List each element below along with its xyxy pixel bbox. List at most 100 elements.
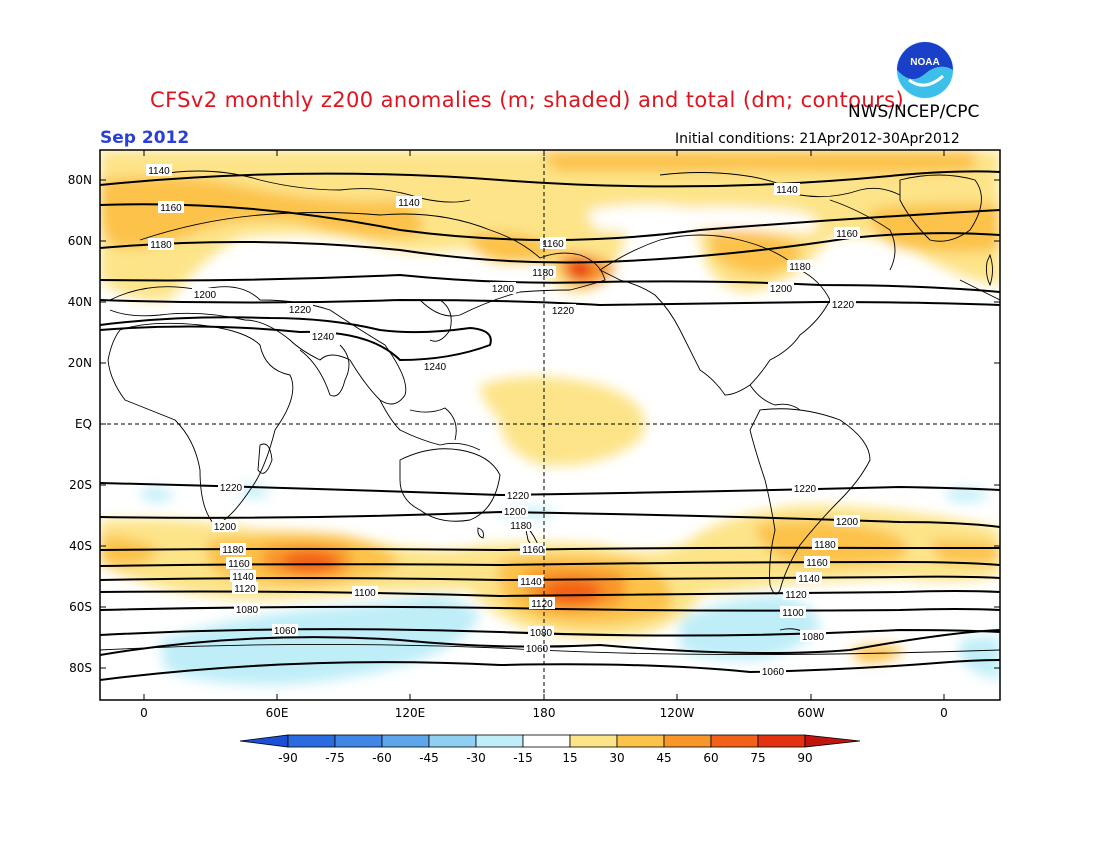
svg-text:1200: 1200 [492, 284, 515, 295]
noaa-logo-icon: NOAA [896, 41, 954, 99]
svg-text:1160: 1160 [542, 239, 564, 250]
contour-label: 1180 [220, 543, 246, 556]
chart-title: CFSv2 monthly z200 anomalies (m; shaded)… [150, 88, 905, 112]
colorbar-bin [522, 734, 571, 748]
svg-text:1080: 1080 [236, 605, 259, 616]
contour-label: 1060 [272, 624, 298, 637]
colorbar-bin [569, 734, 618, 748]
contour-labels: 1140 1160 1180 1200 1220 1240 1240 1140 … [146, 164, 860, 678]
initial-conditions: Initial conditions: 21Apr2012-30Apr2012 [675, 131, 960, 147]
svg-text:1140: 1140 [232, 572, 254, 583]
colorbar-bin [381, 734, 430, 748]
lon-label: 120W [659, 706, 695, 720]
svg-text:1080: 1080 [802, 632, 825, 643]
svg-text:1240: 1240 [312, 332, 335, 343]
agency-label: NWS/NCEP/CPC [848, 102, 980, 122]
svg-text:1180: 1180 [789, 262, 811, 273]
svg-text:1200: 1200 [836, 517, 859, 528]
svg-text:1120: 1120 [234, 584, 256, 595]
colorbar-tick: -75 [325, 751, 345, 765]
colorbar-tick: -60 [372, 751, 392, 765]
svg-text:1200: 1200 [214, 522, 237, 533]
contour-label: 1160 [158, 201, 184, 214]
colorbar-right-arrow [804, 734, 861, 748]
svg-text:1200: 1200 [770, 284, 793, 295]
svg-text:1080: 1080 [530, 628, 553, 639]
lon-label: 0 [140, 706, 148, 720]
svg-text:1180: 1180 [222, 545, 244, 556]
colorbar-tick: 90 [797, 751, 813, 765]
svg-text:1200: 1200 [194, 290, 217, 301]
contour-label: 1200 [834, 515, 860, 528]
svg-text:1140: 1140 [520, 577, 542, 588]
contour-label: 1240 [422, 360, 448, 373]
contour-label: 1160 [540, 237, 566, 250]
svg-text:1060: 1060 [526, 644, 549, 655]
lon-label: 180 [532, 706, 556, 720]
colorbar-bin [663, 734, 712, 748]
contour-label: 1060 [524, 642, 550, 655]
contour-label: 1180 [148, 238, 174, 251]
colorbar-tick: -45 [419, 751, 439, 765]
colorbar-bin [287, 734, 336, 748]
noaa-logo-text: NOAA [910, 57, 939, 68]
map-frame [99, 149, 1001, 701]
svg-text:1220: 1220 [220, 483, 243, 494]
svg-text:1180: 1180 [510, 521, 532, 532]
svg-text:1220: 1220 [794, 484, 817, 495]
contour-label: 1140 [396, 196, 422, 209]
anomaly-shading: 1140 1160 1180 1200 1220 1240 1240 1140 … [100, 150, 1000, 700]
colorbar [239, 734, 861, 748]
contour-label: 1180 [812, 538, 838, 551]
lat-label: 20S [69, 478, 92, 492]
colorbar-bin [334, 734, 383, 748]
svg-text:1060: 1060 [762, 667, 785, 678]
contour-label: 1200 [502, 505, 528, 518]
contour-label: 1220 [287, 303, 313, 316]
contour-label: 1160 [834, 227, 860, 240]
svg-text:1140: 1140 [148, 166, 170, 177]
colorbar-tick: 45 [656, 751, 672, 765]
lat-label: EQ [74, 417, 92, 431]
colorbar-tick: -15 [513, 751, 533, 765]
colorbar-bin [710, 734, 759, 748]
contour-label: 1140 [146, 164, 172, 177]
svg-text:1180: 1180 [814, 540, 836, 551]
svg-text:1240: 1240 [424, 362, 447, 373]
contour-label: 1120 [529, 597, 555, 610]
contour-label: 1080 [234, 603, 260, 616]
axis-ticks [100, 150, 1000, 700]
contour-label: 1080 [528, 626, 554, 639]
contour-label: 1100 [780, 606, 806, 619]
svg-text:1140: 1140 [776, 185, 798, 196]
svg-text:1140: 1140 [798, 574, 820, 585]
svg-text:1200: 1200 [504, 507, 527, 518]
svg-text:1160: 1160 [806, 558, 828, 569]
svg-text:1220: 1220 [289, 305, 312, 316]
svg-text:1160: 1160 [160, 203, 182, 214]
svg-text:1160: 1160 [228, 559, 250, 570]
contour-label: 1080 [800, 630, 826, 643]
contour-label: 1060 [760, 665, 786, 678]
contour-label: 1140 [796, 572, 822, 585]
lat-label: 20N [67, 356, 92, 370]
svg-text:1220: 1220 [832, 300, 855, 311]
colorbar-bin [475, 734, 524, 748]
contour-label: 1220 [830, 298, 856, 311]
contour-label: 1220 [218, 481, 244, 494]
contour-label: 1120 [232, 582, 258, 595]
contour-label: 1220 [550, 304, 576, 317]
contour-label: 1200 [490, 282, 516, 295]
contour-label: 1200 [192, 288, 218, 301]
contour-label: 1160 [804, 556, 830, 569]
svg-text:1060: 1060 [274, 626, 297, 637]
svg-text:1180: 1180 [532, 268, 554, 279]
lon-label: 60W [797, 706, 825, 720]
colorbar-tick: 75 [750, 751, 766, 765]
svg-text:1140: 1140 [398, 198, 420, 209]
contour-label: 1180 [530, 266, 556, 279]
contour-label: 1180 [508, 519, 534, 532]
contour-label: 1140 [518, 575, 544, 588]
lat-label: 60S [69, 600, 92, 614]
colorbar-left-arrow [239, 734, 289, 748]
